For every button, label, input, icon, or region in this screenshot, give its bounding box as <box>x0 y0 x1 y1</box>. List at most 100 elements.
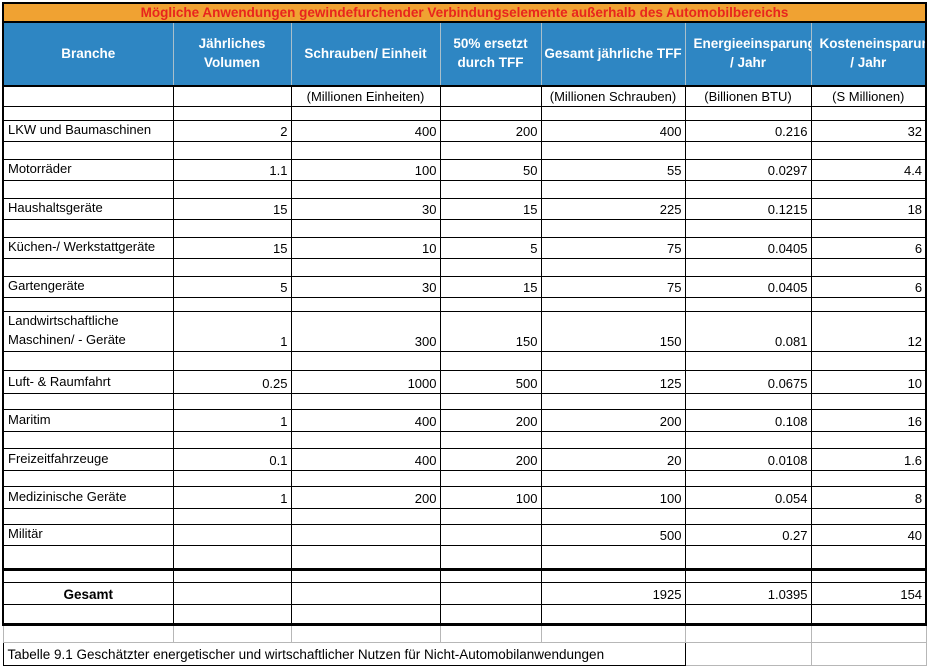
unit-cell <box>439 85 542 107</box>
table-row: Gartengeräte 5 30 15 75 0.0405 6 <box>2 276 928 299</box>
spacer-row <box>2 507 928 525</box>
table-cell: 10 <box>810 369 928 394</box>
table-cell: 400 <box>290 408 441 432</box>
table-cell: 30 <box>290 197 441 221</box>
spacer-cell <box>172 469 292 487</box>
spacer-cell <box>810 604 928 626</box>
table-cell: 200 <box>439 447 542 471</box>
spacer-cell <box>684 545 812 571</box>
table-cell: 5 <box>439 237 542 260</box>
table-cell: 0.25 <box>172 369 292 394</box>
spacer-cell <box>2 140 174 160</box>
table-cell: 4.4 <box>810 158 928 181</box>
spacer-cell <box>810 105 928 121</box>
table-cell: 16 <box>810 408 928 432</box>
spacer-cell <box>172 604 292 626</box>
spacer-cell <box>540 350 686 371</box>
row-label: Luft- & Raumfahrt <box>2 369 174 394</box>
row-label: Küchen-/ Werkstattgeräte <box>2 237 174 260</box>
spacer-cell <box>684 569 812 583</box>
spacer-cell <box>172 350 292 371</box>
spacer-cell <box>684 140 812 160</box>
table-cell: 20 <box>540 447 686 471</box>
table-row: Landwirtschaftliche Maschinen/ - Geräte 1… <box>2 311 928 352</box>
spacer-cell <box>2 219 174 239</box>
row-label: Landwirtschaftliche Maschinen/ - Geräte <box>2 311 174 352</box>
spacer-cell <box>2 545 174 571</box>
table-cell: 40 <box>810 523 928 547</box>
spacer-cell <box>2 392 174 410</box>
spacer-cell <box>684 105 812 121</box>
table-cell: 100 <box>540 485 686 509</box>
table-cell: 30 <box>290 276 441 299</box>
spacer-cell <box>810 545 928 571</box>
table-cell: 0.0405 <box>684 237 812 260</box>
spacer-cell <box>439 219 542 239</box>
table-row: LKW und Baumaschinen 2 400 200 400 0.216 32 <box>2 119 928 142</box>
table-cell: 15 <box>172 237 292 260</box>
unit-cell: (Millionen Schrauben) <box>540 85 686 107</box>
table-cell: 125 <box>540 369 686 394</box>
gridline-cell <box>540 624 686 643</box>
gridline-cell <box>2 624 174 643</box>
spacer-cell <box>172 569 292 583</box>
spacer-row <box>2 569 928 583</box>
spacer-cell <box>684 469 812 487</box>
spacer-cell <box>172 507 292 525</box>
column-header-kosteneinsparung: Kosteneinsparung / Jahr <box>810 21 928 87</box>
table-cell: 15 <box>172 197 292 221</box>
table-cell: 0.108 <box>684 408 812 432</box>
table-cell: 100 <box>439 485 542 509</box>
spacer-row <box>2 604 928 626</box>
table-cell: 0.216 <box>684 119 812 142</box>
table-cell: 10 <box>290 237 441 260</box>
table-cell: 225 <box>540 197 686 221</box>
gridline-cell <box>439 624 542 643</box>
spacer-cell <box>172 430 292 449</box>
column-header-row: Branche Jährliches Volumen Schrauben/ Ei… <box>2 21 928 87</box>
spacer-cell <box>439 105 542 121</box>
spacer-row <box>2 350 928 371</box>
table-cell: 0.0675 <box>684 369 812 394</box>
table-row: Militär 500 0.27 40 <box>2 523 928 547</box>
spacer-cell <box>290 569 441 583</box>
spacer-cell <box>290 392 441 410</box>
table-cell: 5 <box>172 276 292 299</box>
row-label: Gartengeräte <box>2 276 174 299</box>
caption-row: Tabelle 9.1 Geschätzter energetischer un… <box>2 642 927 666</box>
table-cell: 75 <box>540 237 686 260</box>
spacer-cell <box>810 258 928 278</box>
table-cell: 0.27 <box>684 523 812 547</box>
spacer-cell <box>540 569 686 583</box>
spacer-cell <box>2 258 174 278</box>
spacer-cell <box>290 105 441 121</box>
spacer-cell <box>439 392 542 410</box>
table-cell: 400 <box>290 447 441 471</box>
spacer-cell <box>290 258 441 278</box>
spacer-row <box>2 297 928 313</box>
spacer-cell <box>540 140 686 160</box>
table-cell <box>439 523 542 547</box>
table-cell: 1000 <box>290 369 441 394</box>
spacer-cell <box>810 350 928 371</box>
spacer-cell <box>290 507 441 525</box>
row-label: Freizeitfahrzeuge <box>2 447 174 471</box>
table-cell: 200 <box>540 408 686 432</box>
total-row: Gesamt 1925 1.0395 154 <box>2 582 928 605</box>
table-cell: 1.1 <box>172 158 292 181</box>
spacer-row <box>2 430 928 449</box>
table-cell: 1.6 <box>810 447 928 471</box>
spacer-cell <box>439 350 542 371</box>
total-cell <box>172 582 292 605</box>
table-row: Freizeitfahrzeuge 0.1 400 200 20 0.0108 1.6 <box>2 447 928 471</box>
table-cell: 0.0297 <box>684 158 812 181</box>
spacer-cell <box>540 507 686 525</box>
row-label: Haushaltsgeräte <box>2 197 174 221</box>
table-cell: 400 <box>290 119 441 142</box>
spacer-cell <box>684 179 812 199</box>
spacer-cell <box>439 140 542 160</box>
table-cell <box>172 523 292 547</box>
spacer-cell <box>684 350 812 371</box>
spacer-cell <box>439 258 542 278</box>
spacer-cell <box>2 179 174 199</box>
